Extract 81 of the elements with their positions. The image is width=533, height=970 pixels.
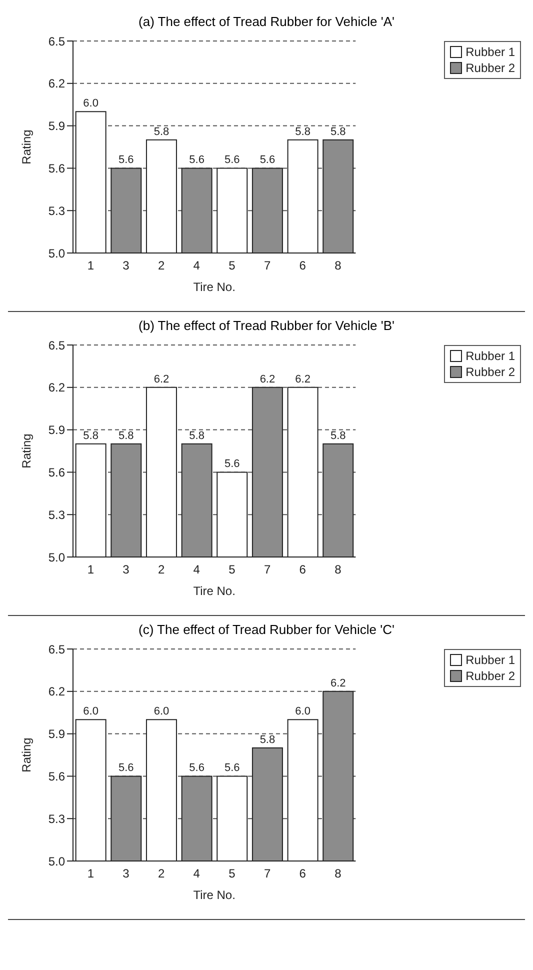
y-tick-label: 5.9 <box>48 727 66 742</box>
data-label: 5.6 <box>118 762 134 774</box>
data-label: 5.8 <box>118 430 134 442</box>
data-label: 5.8 <box>330 430 346 442</box>
y-tick-label: 6.5 <box>48 338 66 352</box>
y-tick-label: 5.0 <box>48 854 66 868</box>
x-tick-label: 2 <box>158 562 165 577</box>
chart-title: (c) The effect of Tread Rubber for Vehicle 'C' <box>138 622 396 637</box>
y-tick-label: 5.0 <box>48 550 66 564</box>
legend-label: Rubber 1 <box>466 652 515 668</box>
x-tick-label: 8 <box>334 866 342 881</box>
y-axis-title: Rating <box>19 434 34 468</box>
data-label: 5.6 <box>260 154 276 166</box>
data-label: 6.0 <box>154 706 170 718</box>
x-tick-label: 7 <box>264 258 271 273</box>
data-label: 5.8 <box>154 126 170 138</box>
x-axis-title: Tire No. <box>193 584 236 598</box>
y-tick-label: 6.5 <box>48 642 66 656</box>
y-tick-label: 5.3 <box>48 204 66 218</box>
legend-label: Rubber 2 <box>466 668 515 684</box>
y-axis-title: Rating <box>19 130 34 164</box>
x-tick-label: 5 <box>228 866 236 881</box>
x-axis-title: Tire No. <box>193 888 236 902</box>
y-tick-label: 5.3 <box>48 508 66 522</box>
y-tick-label: 6.2 <box>48 380 66 395</box>
data-label: 5.6 <box>189 154 204 166</box>
legend-label: Rubber 1 <box>466 44 515 60</box>
data-label: 5.8 <box>330 126 346 138</box>
data-label: 5.8 <box>260 734 276 746</box>
x-tick-label: 6 <box>299 258 306 273</box>
x-tick-label: 7 <box>264 562 271 577</box>
y-tick-label: 5.6 <box>48 465 66 480</box>
data-label: 6.2 <box>154 373 170 386</box>
y-axis-title: Rating <box>19 738 34 772</box>
data-label: 5.6 <box>118 154 134 166</box>
chart-title: (a) The effect of Tread Rubber for Vehicle 'A' <box>138 14 396 29</box>
x-tick-label: 5 <box>228 258 236 273</box>
x-tick-label: 2 <box>158 866 165 881</box>
x-tick-label: 6 <box>299 866 306 881</box>
x-tick-label: 8 <box>334 258 342 273</box>
x-tick-label: 3 <box>122 562 130 577</box>
y-tick-label: 5.9 <box>48 119 66 134</box>
y-tick-label: 6.5 <box>48 34 66 48</box>
data-label: 6.2 <box>330 677 346 690</box>
legend-label: Rubber 2 <box>466 60 515 76</box>
data-label: 5.6 <box>224 762 240 774</box>
x-tick-label: 7 <box>264 866 271 881</box>
y-tick-label: 5.6 <box>48 161 66 176</box>
data-label: 6.0 <box>83 706 98 718</box>
x-tick-label: 4 <box>193 258 200 273</box>
y-tick-label: 5.9 <box>48 423 66 438</box>
y-tick-label: 5.0 <box>48 246 66 260</box>
x-tick-label: 2 <box>158 258 165 273</box>
legend-label: Rubber 2 <box>466 364 515 380</box>
data-label: 6.2 <box>295 373 310 386</box>
y-tick-label: 6.2 <box>48 684 66 699</box>
data-label: 5.6 <box>224 154 240 166</box>
data-label: 5.8 <box>83 430 98 442</box>
x-axis-title: Tire No. <box>193 280 236 294</box>
x-tick-label: 1 <box>87 258 94 273</box>
data-label: 5.8 <box>295 126 310 138</box>
y-tick-label: 5.3 <box>48 812 66 826</box>
x-tick-label: 4 <box>193 562 200 577</box>
x-tick-label: 3 <box>122 866 130 881</box>
data-label: 6.0 <box>83 98 98 110</box>
chart-title: (b) The effect of Tread Rubber for Vehicle 'B' <box>138 318 396 333</box>
y-tick-label: 5.6 <box>48 769 66 784</box>
data-label: 5.6 <box>224 458 240 470</box>
x-tick-label: 4 <box>193 866 200 881</box>
x-tick-label: 1 <box>87 562 94 577</box>
legend-label: Rubber 1 <box>466 348 515 364</box>
x-tick-label: 6 <box>299 562 306 577</box>
y-tick-label: 6.2 <box>48 76 66 91</box>
x-tick-label: 8 <box>334 562 342 577</box>
x-tick-label: 5 <box>228 562 236 577</box>
x-tick-label: 1 <box>87 866 94 881</box>
data-label: 5.8 <box>189 430 204 442</box>
x-tick-label: 3 <box>122 258 130 273</box>
data-label: 6.0 <box>295 706 310 718</box>
data-label: 6.2 <box>260 373 276 386</box>
data-label: 5.6 <box>189 762 204 774</box>
